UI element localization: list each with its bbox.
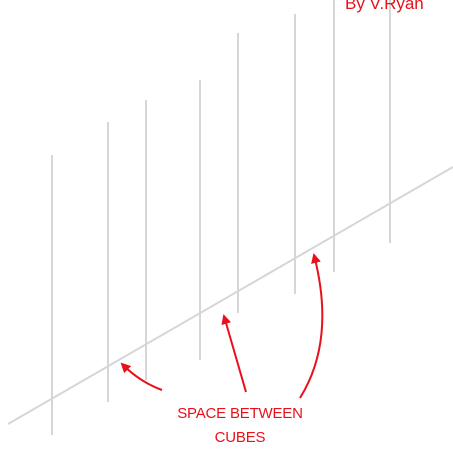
vertical-lines xyxy=(51,0,391,435)
arrow-left xyxy=(120,362,163,391)
arrow-middle xyxy=(221,314,247,393)
author-credit: By V.Ryan xyxy=(345,0,424,13)
annotation-arrows xyxy=(120,253,324,399)
space-between-cubes-label: SPACE BETWEEN CUBES xyxy=(155,402,325,450)
caption-line-1: SPACE BETWEEN xyxy=(177,405,303,422)
caption-line-2: CUBES xyxy=(214,429,266,446)
arrow-right xyxy=(299,253,324,399)
diagonal-base-line xyxy=(7,166,453,425)
